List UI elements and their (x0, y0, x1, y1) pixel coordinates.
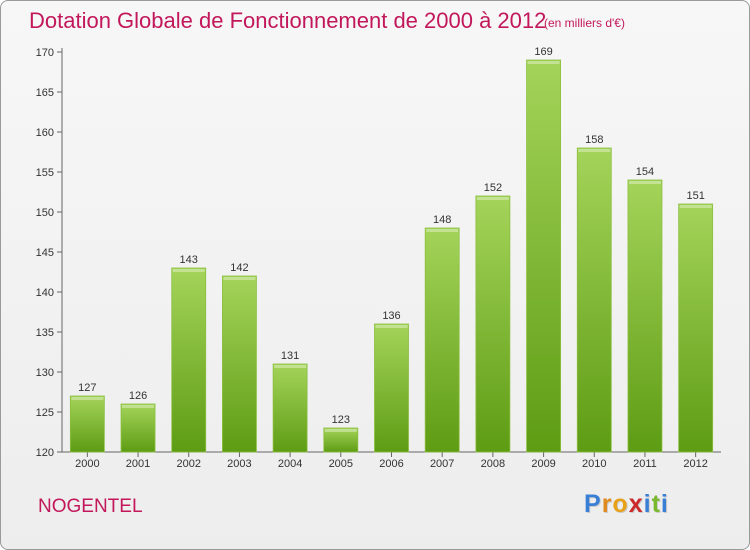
chart-title: Dotation Globale de Fonctionnement de 20… (29, 8, 547, 33)
value-label: 158 (585, 134, 603, 146)
x-tick-label: 2010 (582, 458, 606, 470)
bar-2011 (627, 179, 663, 453)
y-tick-label: 145 (36, 247, 54, 259)
x-tick-label: 2009 (531, 458, 555, 470)
value-label: 152 (484, 182, 502, 194)
bar-2008 (475, 195, 511, 453)
bar-highlight (679, 205, 712, 208)
bar-highlight (375, 325, 408, 328)
bar-2002 (171, 267, 207, 453)
logo-letter: P (584, 490, 602, 518)
chart-subtitle: (en milliers d'€) (544, 16, 625, 30)
labels: 2000 127 2001 126 2002 143 2003 142 2004 131 2005 1… (75, 46, 708, 470)
bar-highlight (628, 181, 661, 184)
x-tick-label: 2006 (379, 458, 403, 470)
y-tick-label: 165 (36, 87, 54, 99)
value-label: 142 (230, 262, 248, 274)
proxiti-logo[interactable]: Proxiti (584, 490, 669, 519)
x-tick-label: 2002 (176, 458, 200, 470)
bar-highlight (324, 429, 357, 432)
bar-2009 (526, 59, 561, 453)
value-label: 154 (636, 166, 654, 178)
bar-2004 (272, 363, 308, 453)
bar-highlight (274, 365, 307, 368)
bar-highlight (223, 277, 256, 280)
bar-2001 (120, 403, 156, 453)
commune-name: NOGENTEL (38, 496, 143, 517)
x-tick-label: 2000 (75, 458, 99, 470)
logo-letter: t (651, 490, 661, 518)
y-tick-label: 160 (36, 127, 54, 139)
x-tick-label: 2012 (683, 458, 707, 470)
y-tick-label: 150 (36, 207, 54, 219)
logo-letter: x (628, 490, 644, 518)
bar-2007 (424, 227, 460, 453)
value-label: 148 (433, 214, 451, 226)
value-label: 136 (382, 310, 400, 322)
y-tick-label: 135 (36, 327, 54, 339)
bar-highlight (476, 197, 509, 200)
value-label: 169 (534, 46, 552, 58)
logo-letter: i (660, 490, 669, 518)
bar-2006 (374, 323, 409, 453)
x-tick-label: 2007 (430, 458, 454, 470)
bar-highlight (71, 397, 104, 400)
bar-2010 (576, 147, 612, 453)
y-tick-label: 120 (36, 447, 54, 459)
bar-highlight (527, 61, 560, 64)
y-tick-label: 155 (36, 167, 54, 179)
x-tick-label: 2003 (227, 458, 251, 470)
bars (69, 59, 714, 453)
x-tick-label: 2008 (481, 458, 505, 470)
x-tick-label: 2005 (329, 458, 353, 470)
value-label: 126 (129, 390, 147, 402)
logo-letter: r (601, 490, 613, 518)
bar-2003 (222, 275, 257, 453)
bar-highlight (426, 229, 459, 232)
bar-2000 (69, 395, 105, 453)
bar-2012 (678, 203, 714, 453)
value-label: 131 (281, 350, 299, 362)
y-tick-label: 125 (36, 407, 54, 419)
logo-letter: i (643, 490, 652, 518)
value-label: 143 (180, 254, 198, 266)
bar-highlight (122, 405, 155, 408)
x-tick-label: 2001 (126, 458, 150, 470)
value-label: 151 (686, 190, 704, 202)
value-label: 123 (332, 414, 350, 426)
bar-2005 (323, 427, 359, 453)
logo-letter: o (612, 490, 629, 518)
x-tick-label: 2011 (633, 458, 657, 470)
y-tick-label: 170 (36, 47, 54, 59)
bar-highlight (578, 149, 611, 152)
x-tick-label: 2004 (278, 458, 302, 470)
y-tick-label: 130 (36, 367, 54, 379)
value-label: 127 (78, 382, 96, 394)
bar-highlight (172, 269, 205, 272)
y-tick-label: 140 (36, 287, 54, 299)
axes: 120 125 130 135 140 145 150 155 160 165 170 (36, 47, 721, 459)
